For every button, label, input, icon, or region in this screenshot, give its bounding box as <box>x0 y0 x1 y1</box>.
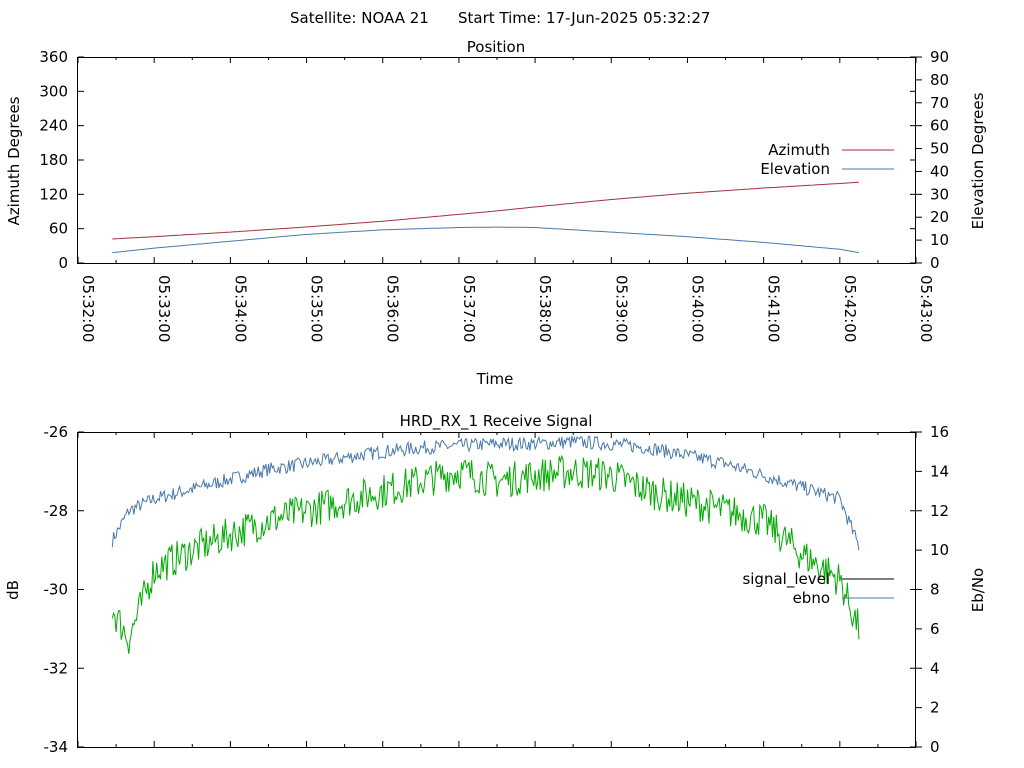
y-tick-label: 60 <box>49 220 68 238</box>
x-tick-label: 05:35:00 <box>308 275 326 342</box>
x-tick-label: 05:40:00 <box>688 275 706 342</box>
y-tick-label: -30 <box>44 581 69 599</box>
y2-tick-label: 30 <box>930 185 949 203</box>
elevation-series-line <box>112 226 859 254</box>
receive-signal-plot-frame <box>77 432 916 748</box>
y2-tick-label: 8 <box>930 581 940 599</box>
x-tick-label: 05:41:00 <box>765 275 783 342</box>
x-tick-label: 05:34:00 <box>231 275 249 342</box>
ebno-series-line <box>111 435 860 551</box>
y-tick-label: 0 <box>58 254 68 272</box>
position-y-axis-label: Azimuth Degrees <box>5 96 23 225</box>
y2-tick-label: 4 <box>930 659 940 677</box>
position-x-axis-label: Time <box>476 370 514 388</box>
x-tick-label: 05:37:00 <box>460 275 478 342</box>
y2-tick-label: 40 <box>930 162 949 180</box>
y-tick-label: -28 <box>44 502 69 520</box>
y2-tick-label: 6 <box>930 620 940 638</box>
y-tick-label: 180 <box>39 151 68 169</box>
y2-tick-label: 90 <box>930 48 949 66</box>
unlabeled-series-line <box>111 454 860 654</box>
y2-tick-label: 80 <box>930 71 949 89</box>
satellite-label: Satellite: NOAA 21 <box>290 9 429 27</box>
position-chart-title: Position <box>467 38 525 56</box>
azimuth-series-line <box>112 181 859 240</box>
x-tick-label: 05:33:00 <box>155 275 173 342</box>
ebno-legend-label: ebno <box>793 589 830 607</box>
elevation-legend-label: Elevation <box>760 160 830 178</box>
y2-tick-label: 12 <box>930 502 949 520</box>
x-tick-label: 05:36:00 <box>384 275 402 342</box>
y2-tick-label: 50 <box>930 140 949 158</box>
receive-signal-chart-title: HRD_RX_1 Receive Signal <box>400 412 593 431</box>
y-tick-label: -34 <box>44 738 69 756</box>
y2-tick-label: 0 <box>930 254 940 272</box>
x-tick-label: 05:43:00 <box>917 275 935 342</box>
y2-tick-label: 2 <box>930 699 940 717</box>
receive-signal-y2-axis-label: Eb/No <box>969 568 987 612</box>
y-tick-label: -26 <box>44 423 69 441</box>
x-tick-label: 05:38:00 <box>536 275 554 342</box>
y-tick-label: 300 <box>39 82 68 100</box>
signal-level-legend-label: signal_level <box>742 570 830 589</box>
y2-tick-label: 70 <box>930 94 949 112</box>
y2-tick-label: 14 <box>930 462 949 480</box>
azimuth-legend-label: Azimuth <box>768 141 830 159</box>
receive-signal-y-axis-label: dB <box>4 580 22 600</box>
y-tick-label: -32 <box>44 659 69 677</box>
y-tick-label: 360 <box>39 48 68 66</box>
start-time-label: Start Time: 17-Jun-2025 05:32:27 <box>458 9 710 27</box>
x-tick-label: 05:39:00 <box>612 275 630 342</box>
y2-tick-label: 20 <box>930 208 949 226</box>
x-tick-label: 05:42:00 <box>841 275 859 342</box>
y2-tick-label: 10 <box>930 231 949 249</box>
y2-tick-label: 0 <box>930 738 940 756</box>
x-tick-label: 05:32:00 <box>79 275 97 342</box>
y2-tick-label: 16 <box>930 423 949 441</box>
y-tick-label: 120 <box>39 185 68 203</box>
position-chart: Position Azimuth Degrees Elevation Degre… <box>5 38 987 388</box>
y2-tick-label: 10 <box>930 541 949 559</box>
receive-signal-chart: HRD_RX_1 Receive Signal dB Eb/No -34 -32 -… <box>4 412 987 756</box>
y-tick-label: 240 <box>39 117 68 135</box>
y2-tick-label: 60 <box>930 117 949 135</box>
position-y2-axis-label: Elevation Degrees <box>969 92 987 229</box>
